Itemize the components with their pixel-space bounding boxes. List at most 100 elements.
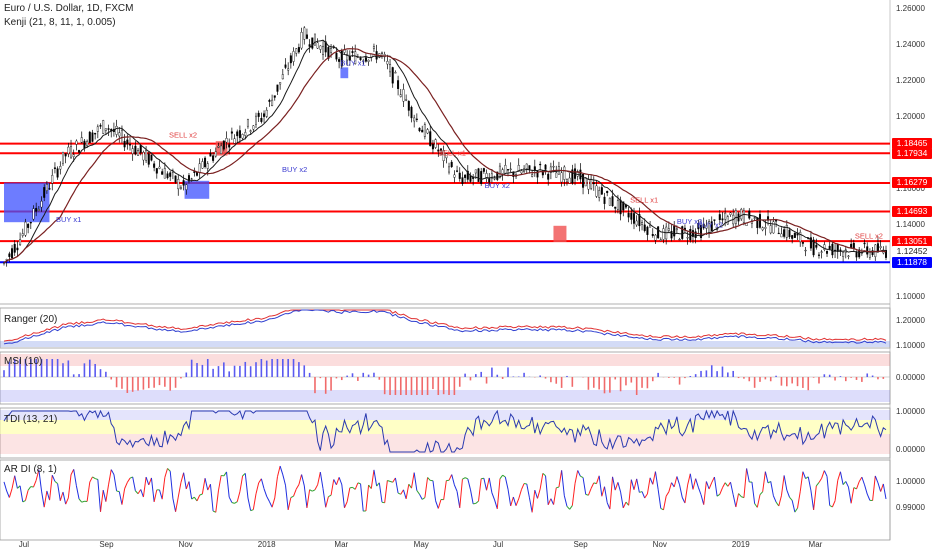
price-candle-body bbox=[179, 187, 182, 189]
ardi-line-segment bbox=[314, 484, 319, 491]
price-candle-body bbox=[742, 210, 745, 223]
price-candle-body bbox=[24, 221, 27, 236]
msi-histogram-bar bbox=[550, 377, 552, 383]
msi-histogram-bar bbox=[351, 373, 354, 377]
ardi-line-segment bbox=[872, 475, 876, 501]
ardi-line-segment bbox=[652, 471, 656, 485]
ardi-line-segment bbox=[322, 488, 327, 508]
msi-histogram-bar bbox=[507, 367, 509, 377]
price-candle-body bbox=[549, 166, 552, 173]
ardi-line-segment bbox=[387, 479, 391, 482]
price-candle-body bbox=[75, 140, 78, 145]
msi-histogram-bar bbox=[426, 377, 429, 395]
ardi-line-segment bbox=[595, 475, 600, 484]
msi-histogram-bar bbox=[882, 377, 885, 379]
price-candle-body bbox=[61, 151, 64, 164]
price-candle-body bbox=[659, 239, 662, 241]
ardi-line-segment bbox=[451, 474, 455, 486]
ardi-line-segment bbox=[697, 487, 702, 495]
msi-histogram-bar bbox=[394, 377, 397, 395]
price-candle-body bbox=[536, 171, 539, 178]
x-axis-label: 2019 bbox=[732, 540, 750, 549]
ardi-line-segment bbox=[191, 496, 195, 500]
ardi-line-segment bbox=[349, 486, 353, 489]
price-candle-body bbox=[866, 246, 869, 255]
price-candle-body bbox=[753, 217, 756, 219]
level-price-tag: 1.18465 bbox=[892, 138, 932, 150]
price-candle-body bbox=[539, 163, 542, 166]
price-candle-body bbox=[381, 52, 384, 54]
ardi-line-segment bbox=[609, 476, 614, 510]
msi-histogram-bar bbox=[453, 377, 456, 395]
price-candle-body bbox=[397, 80, 400, 89]
ardi-line-segment bbox=[488, 477, 493, 493]
ardi-line-segment bbox=[542, 472, 546, 477]
price-candle-body bbox=[220, 145, 223, 155]
price-candle-body bbox=[271, 99, 274, 106]
msi-histogram-bar bbox=[673, 377, 676, 378]
msi-histogram-bar bbox=[421, 377, 424, 395]
ardi-line-segment bbox=[813, 485, 817, 510]
ardi-line-segment bbox=[582, 477, 587, 495]
ardi-line-segment bbox=[370, 469, 375, 489]
price-candle-body bbox=[820, 251, 823, 253]
price-candle-body bbox=[785, 225, 788, 238]
price-candle-body bbox=[764, 226, 767, 229]
ardi-line-segment bbox=[67, 474, 72, 499]
price-candle-body bbox=[783, 229, 786, 237]
msi-histogram-bar bbox=[807, 377, 810, 391]
price-candle-body bbox=[367, 59, 370, 62]
price-candle-body bbox=[633, 213, 636, 224]
ardi-line-segment bbox=[617, 482, 622, 493]
msi-histogram-bar bbox=[383, 377, 386, 395]
ardi-line-segment bbox=[333, 479, 337, 486]
ardi-line-segment bbox=[735, 493, 740, 508]
ardi-line-segment bbox=[722, 482, 726, 488]
ardi-line-segment bbox=[636, 478, 640, 493]
msi-histogram-bar bbox=[850, 377, 852, 378]
ardi-line-segment bbox=[100, 490, 104, 512]
price-candle-body bbox=[600, 187, 603, 195]
ardi-line-segment bbox=[266, 496, 270, 502]
price-candle-body bbox=[740, 209, 743, 220]
x-axis-label: Jul bbox=[19, 540, 29, 549]
msi-histogram-bar bbox=[614, 377, 617, 380]
msi-histogram-bar bbox=[544, 377, 547, 379]
price-candle-body bbox=[177, 179, 180, 190]
ranger-panel-title: Ranger (20) bbox=[4, 314, 58, 325]
ardi-line-segment bbox=[545, 475, 549, 505]
ardi-line-segment bbox=[65, 497, 69, 505]
price-candle-body bbox=[641, 222, 644, 225]
msi-histogram-bar bbox=[94, 363, 96, 377]
ardi-line-segment bbox=[282, 474, 286, 486]
ranger-tick-label: 1.20000 bbox=[896, 316, 925, 325]
price-candle-body bbox=[528, 165, 531, 170]
price-candle-body bbox=[394, 72, 397, 74]
ardi-line-segment bbox=[271, 497, 276, 508]
price-candle-body bbox=[842, 252, 845, 257]
price-candle-body bbox=[78, 150, 81, 153]
price-candle-body bbox=[67, 146, 70, 155]
msi-histogram-bar bbox=[276, 359, 279, 377]
price-candle-body bbox=[595, 185, 598, 197]
ardi-line-segment bbox=[815, 482, 820, 487]
ardi-line-segment bbox=[394, 477, 399, 494]
ardi-line-segment bbox=[400, 489, 404, 495]
msi-histogram-bar bbox=[410, 377, 413, 395]
msi-histogram-bar bbox=[694, 374, 697, 377]
price-candle-body bbox=[718, 214, 721, 221]
ardi-line-segment bbox=[247, 497, 252, 511]
msi-histogram-bar bbox=[174, 377, 177, 388]
ardi-line-segment bbox=[687, 473, 691, 486]
price-candle-body bbox=[228, 144, 231, 148]
price-candle-body bbox=[724, 212, 727, 220]
ardi-line-segment bbox=[19, 485, 24, 502]
ardi-line-segment bbox=[453, 484, 458, 492]
ardi-line-segment bbox=[306, 489, 311, 509]
msi-histogram-bar bbox=[732, 370, 734, 377]
ardi-line-segment bbox=[464, 477, 468, 480]
price-candle-body bbox=[694, 231, 697, 238]
msi-histogram-bar bbox=[491, 367, 493, 377]
ardi-line-segment bbox=[54, 480, 58, 485]
